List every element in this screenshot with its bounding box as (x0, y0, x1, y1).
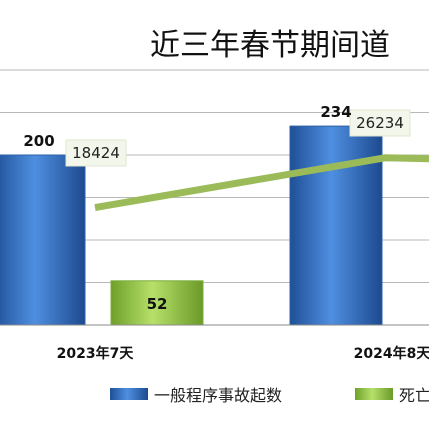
data-label: 234 (320, 103, 351, 121)
chart-title: 近三年春节期间道 (150, 28, 390, 63)
x-tick-label: 2024年8天 (354, 345, 429, 362)
legend-swatch-bar (355, 388, 393, 400)
data-label-box (349, 109, 411, 137)
x-tick-label: 2023年7天 (57, 345, 135, 362)
bar (0, 154, 86, 326)
legend-label: 一般程序事故起数 (154, 386, 282, 405)
legend: 一般程序事故起数 死亡 (110, 386, 429, 405)
legend-label: 死亡 (399, 386, 429, 405)
line-series: 18424 26234 (65, 109, 429, 211)
data-labels: 200 234 52 (23, 103, 351, 313)
legend-swatch-bar (110, 388, 148, 400)
series-line (94, 154, 429, 211)
data-label: 26234 (356, 114, 404, 132)
data-label: 52 (147, 295, 168, 313)
bar (289, 125, 383, 326)
data-label-box (65, 139, 127, 167)
bars (0, 125, 383, 326)
data-label: 200 (23, 132, 54, 150)
data-label: 18424 (72, 144, 120, 162)
